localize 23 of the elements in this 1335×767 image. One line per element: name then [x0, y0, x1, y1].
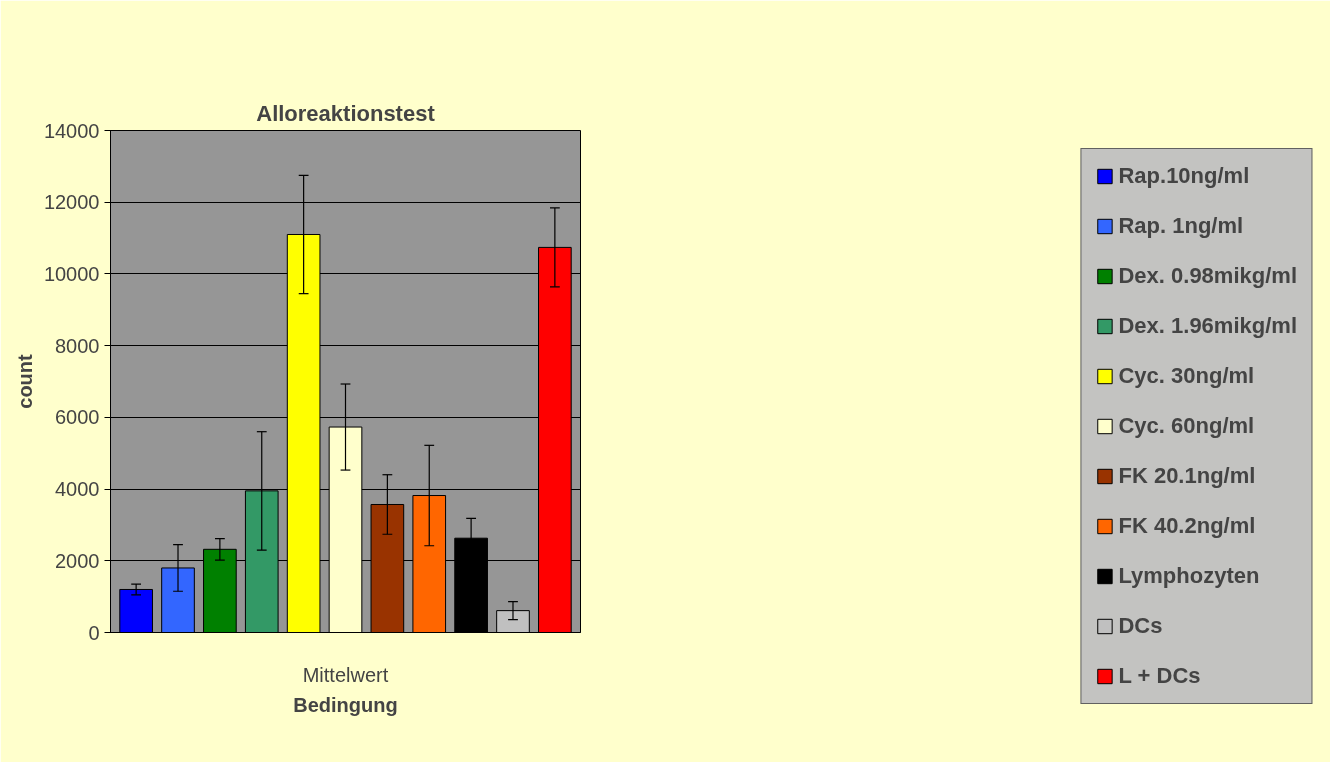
x-axis-title: Bedingung [293, 693, 398, 716]
legend-label: Dex. 1.96mikg/ml [1118, 313, 1297, 339]
y-tick-label: 14000 [43, 119, 100, 142]
y-tick-label: 0 [88, 621, 100, 644]
legend-label: Rap. 1ng/ml [1118, 213, 1244, 239]
legend-label: Cyc. 60ng/ml [1118, 413, 1255, 439]
legend-label: Rap.10ng/ml [1118, 163, 1250, 189]
x-tick-label: Mittelwert [302, 663, 389, 686]
legend-label: FK 20.1ng/ml [1118, 463, 1256, 489]
chart-title: Alloreaktionstest [256, 100, 436, 126]
legend-label: FK 40.2ng/ml [1118, 513, 1256, 539]
legend-label: Dex. 0.98mikg/ml [1118, 263, 1297, 289]
y-tick-label: 6000 [55, 406, 100, 429]
y-tick-label: 2000 [55, 549, 100, 572]
legend-label: Lymphozyten [1118, 563, 1260, 589]
y-tick-label: 8000 [55, 334, 100, 357]
y-tick-label: 10000 [43, 262, 100, 285]
legend-label: Cyc. 30ng/ml [1118, 363, 1255, 389]
y-tick-label: 4000 [55, 478, 100, 501]
y-axis-title: count [13, 353, 36, 409]
legend-label: DCs [1118, 613, 1163, 639]
legend-label: L + DCs [1118, 663, 1201, 689]
y-tick-label: 12000 [43, 191, 100, 214]
